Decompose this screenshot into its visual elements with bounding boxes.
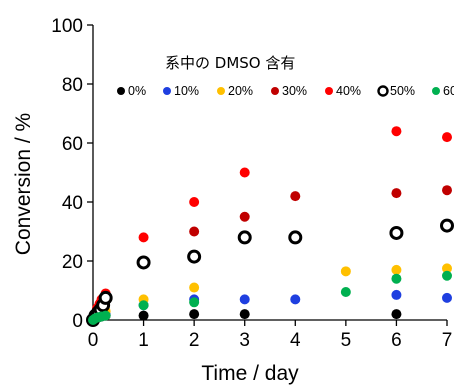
legend-marker (117, 87, 125, 95)
x-axis-title: Time / day (201, 362, 299, 385)
data-point (189, 309, 200, 320)
axes: 0 1 2 3 4 5 6 7 0 20 40 60 80 100 (51, 16, 452, 351)
data-point (442, 132, 452, 143)
y-tick-label: 0 (72, 311, 83, 332)
legend-item: 0% (117, 84, 146, 98)
data-point (288, 230, 303, 245)
legend-label: 10% (174, 84, 199, 98)
x-tick-label: 2 (189, 330, 200, 351)
legend-marker (432, 87, 440, 95)
x-tick-label: 7 (442, 330, 453, 351)
data-point (391, 309, 402, 320)
x-tick-label: 4 (290, 330, 301, 351)
x-tick-label: 3 (239, 330, 250, 351)
data-point (290, 294, 301, 305)
legend-label: 40% (336, 84, 361, 98)
legend-marker (325, 87, 333, 95)
data-point (100, 310, 111, 321)
data-point (391, 126, 402, 137)
legend-title: 系中の DMSO 含有 (165, 54, 295, 72)
data-point (391, 264, 402, 275)
data-point (138, 310, 149, 321)
legend-item: 10% (163, 84, 199, 98)
data-point (391, 273, 402, 284)
legend-item: 20% (217, 84, 253, 98)
data-point (136, 255, 151, 270)
data-point (138, 232, 149, 243)
data-point (442, 270, 452, 281)
data-point (389, 225, 404, 240)
legend-marker (377, 85, 389, 97)
y-tick-label: 20 (62, 252, 83, 273)
legend: 系中の DMSO 含有 0% 10% 20% 30% 40% 50% 60% (117, 54, 454, 98)
legend-item: 40% (325, 84, 361, 98)
y-tick-label: 100 (51, 16, 83, 37)
data-point (189, 197, 200, 207)
data-point (189, 297, 200, 308)
x-ticks: 0 1 2 3 4 5 6 7 (88, 320, 453, 351)
data-point (189, 282, 200, 293)
legend-label: 50% (390, 84, 415, 98)
legend-item: 50% (377, 84, 415, 98)
legend-marker (271, 87, 279, 95)
data-points (86, 126, 454, 327)
data-point (98, 290, 113, 305)
data-point (239, 167, 250, 178)
legend-label: 30% (282, 84, 307, 98)
y-ticks: 0 20 40 60 80 100 (51, 16, 93, 332)
data-point (391, 188, 402, 199)
data-point (442, 185, 452, 196)
x-tick-label: 0 (88, 330, 99, 351)
y-tick-label: 60 (62, 134, 83, 155)
x-tick-label: 1 (138, 330, 149, 351)
legend-items: 0% 10% 20% 30% 40% 50% 60% (117, 84, 454, 98)
data-point (189, 226, 200, 237)
legend-item: 60% (432, 84, 454, 98)
data-point (239, 309, 250, 320)
data-point (442, 292, 452, 303)
data-point (440, 218, 454, 233)
legend-item: 30% (271, 84, 307, 98)
data-point (239, 294, 250, 305)
legend-label: 60% (443, 84, 454, 98)
y-axis-title: Conversion / % (12, 113, 35, 255)
series-60pct (88, 270, 452, 325)
data-point (239, 211, 250, 222)
data-point (391, 289, 402, 300)
data-point (290, 191, 301, 202)
data-point (187, 249, 202, 264)
legend-label: 0% (128, 84, 146, 98)
x-tick-label: 5 (341, 330, 352, 351)
legend-marker (217, 87, 225, 95)
y-tick-label: 80 (62, 75, 83, 96)
data-point (442, 263, 452, 274)
data-point (340, 286, 351, 297)
legend-marker (163, 87, 171, 95)
y-tick-label: 40 (62, 193, 83, 214)
x-tick-label: 6 (391, 330, 402, 351)
data-point (237, 230, 252, 245)
data-point (138, 300, 149, 311)
data-point (340, 266, 351, 277)
legend-label: 20% (228, 84, 253, 98)
